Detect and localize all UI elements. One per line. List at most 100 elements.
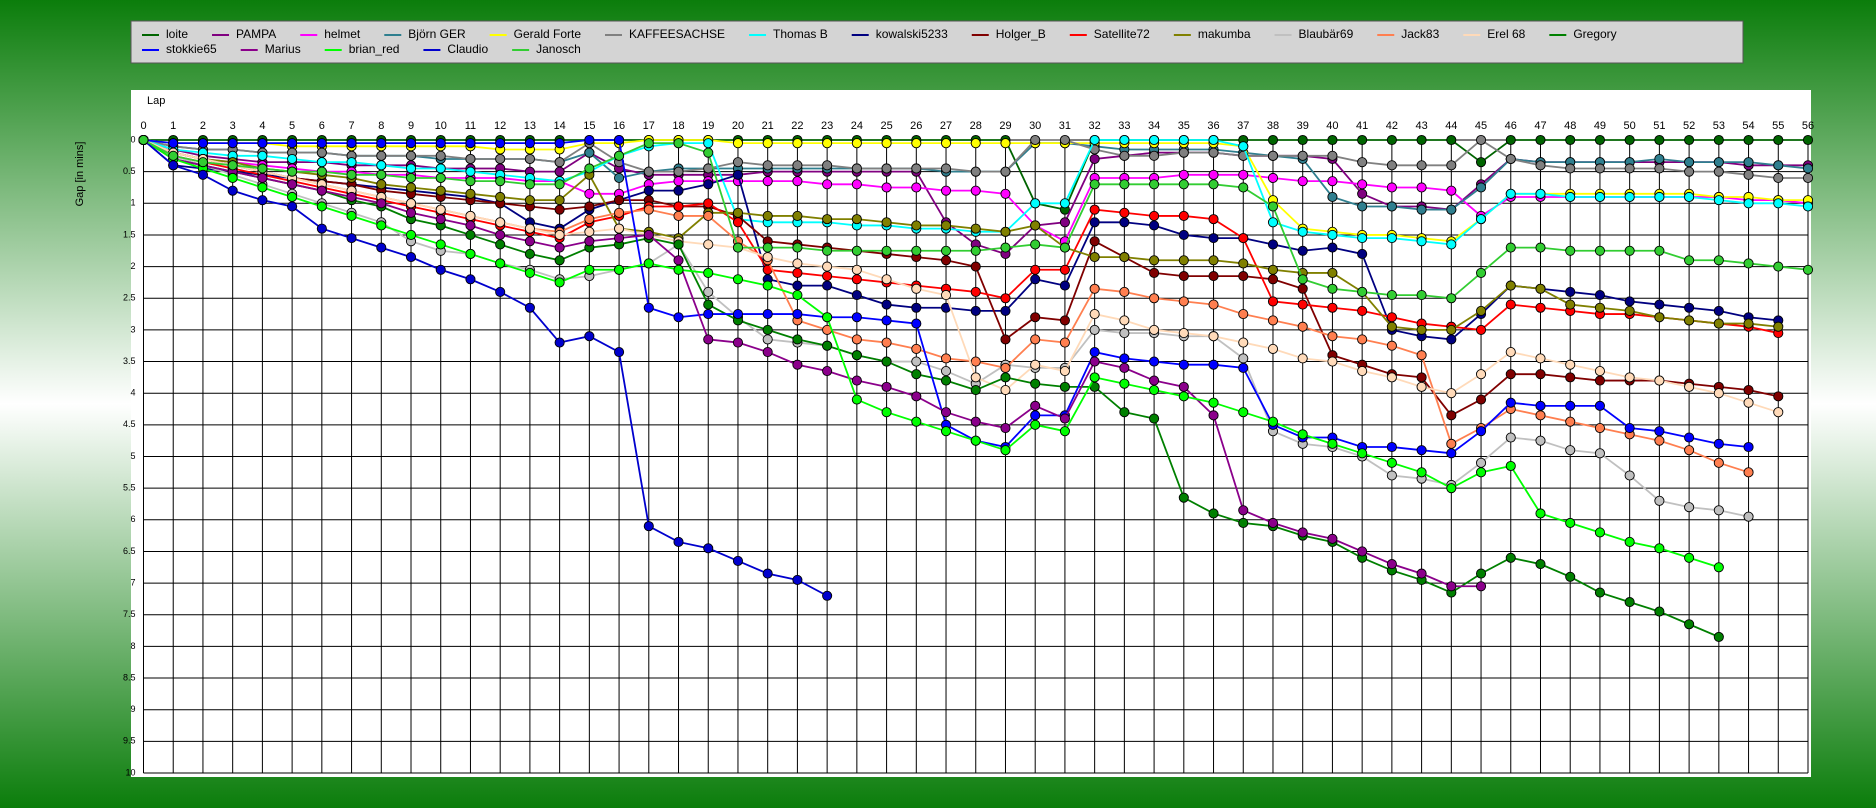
data-point	[1684, 315, 1695, 326]
data-point	[1446, 324, 1457, 335]
data-point	[316, 138, 327, 149]
data-point	[1208, 331, 1219, 342]
data-point	[1773, 391, 1784, 402]
data-point	[940, 185, 952, 196]
data-point	[1624, 597, 1635, 608]
x-tick-label: 14	[554, 120, 566, 132]
data-point	[405, 172, 417, 184]
data-point	[524, 138, 535, 149]
legend-label: PAMPA	[236, 27, 276, 41]
x-tick-label: 19	[702, 120, 714, 132]
legend-label: Satellite72	[1094, 27, 1150, 41]
x-tick-label: 49	[1594, 120, 1606, 132]
data-point	[227, 185, 238, 196]
data-point	[732, 138, 744, 149]
data-point	[346, 169, 357, 180]
data-point	[762, 242, 773, 253]
data-point	[1475, 457, 1487, 468]
data-point	[1475, 394, 1487, 405]
data-point	[1475, 214, 1487, 225]
data-point	[495, 286, 506, 297]
data-point	[1089, 347, 1100, 358]
data-point	[1178, 296, 1189, 307]
data-point	[911, 356, 922, 367]
data-point	[1505, 153, 1516, 165]
data-point	[1089, 283, 1100, 294]
data-point	[1505, 397, 1516, 408]
data-point	[1267, 315, 1279, 326]
data-point	[287, 153, 298, 165]
data-point	[1594, 365, 1605, 377]
data-point	[1089, 356, 1100, 367]
data-point	[1802, 134, 1814, 146]
data-point	[1535, 559, 1546, 570]
data-point	[1475, 581, 1487, 592]
y-tick-label: 2	[130, 261, 135, 271]
x-tick-label: 44	[1445, 120, 1457, 132]
data-point	[614, 264, 625, 275]
data-point	[1535, 410, 1546, 421]
data-point	[673, 536, 684, 548]
data-point	[1357, 248, 1368, 259]
legend-item: Erel 68	[1463, 27, 1526, 41]
data-point	[1565, 517, 1576, 529]
data-point	[822, 245, 833, 256]
data-point	[1059, 198, 1070, 209]
data-point	[1684, 552, 1695, 563]
data-point	[1535, 508, 1546, 519]
data-point	[881, 337, 892, 348]
data-point	[1713, 631, 1724, 642]
data-point	[1208, 508, 1219, 519]
data-point	[1238, 362, 1249, 373]
data-point	[1149, 384, 1160, 396]
data-point	[1416, 372, 1427, 383]
data-point	[524, 179, 535, 190]
x-tick-label: 30	[1029, 120, 1041, 132]
data-point	[1208, 233, 1219, 244]
data-point	[1624, 296, 1635, 307]
data-point	[1000, 226, 1011, 237]
legend-item: Gerald Forte	[489, 27, 581, 41]
data-point	[1267, 274, 1279, 285]
data-point	[584, 236, 595, 247]
y-tick-label: 10	[125, 767, 135, 777]
data-point	[1178, 381, 1189, 392]
data-point	[1030, 239, 1041, 250]
data-point	[1327, 176, 1338, 187]
data-point	[1297, 176, 1308, 187]
data-point	[1773, 407, 1784, 418]
data-point	[1089, 179, 1100, 190]
data-point	[1594, 400, 1605, 411]
data-point	[376, 138, 387, 149]
data-point	[1149, 220, 1160, 231]
x-tick-label: 17	[643, 120, 655, 132]
data-point	[1624, 191, 1635, 203]
data-point	[1773, 160, 1784, 171]
data-point	[138, 134, 149, 146]
data-point	[1208, 214, 1219, 225]
data-point	[851, 334, 862, 345]
data-point	[703, 543, 714, 554]
data-point	[405, 198, 417, 209]
data-point	[346, 157, 357, 168]
data-point	[822, 340, 833, 351]
x-tick-label: 24	[851, 120, 863, 132]
x-tick-label: 39	[1297, 120, 1309, 132]
data-point	[1327, 438, 1338, 449]
data-point	[762, 324, 773, 335]
x-tick-label: 22	[791, 120, 803, 132]
data-point	[1059, 134, 1070, 146]
y-tick-label: 2.5	[123, 293, 136, 303]
x-tick-label: 56	[1802, 120, 1814, 132]
data-point	[1743, 258, 1754, 269]
data-point	[1089, 324, 1100, 335]
data-point	[435, 204, 446, 215]
data-point	[1059, 413, 1070, 424]
data-point	[554, 242, 565, 253]
data-point	[1267, 201, 1279, 212]
data-point	[1446, 134, 1457, 146]
legend-item: PAMPA	[212, 27, 276, 41]
data-point	[881, 274, 892, 285]
data-point	[227, 160, 238, 171]
data-point	[970, 384, 981, 396]
